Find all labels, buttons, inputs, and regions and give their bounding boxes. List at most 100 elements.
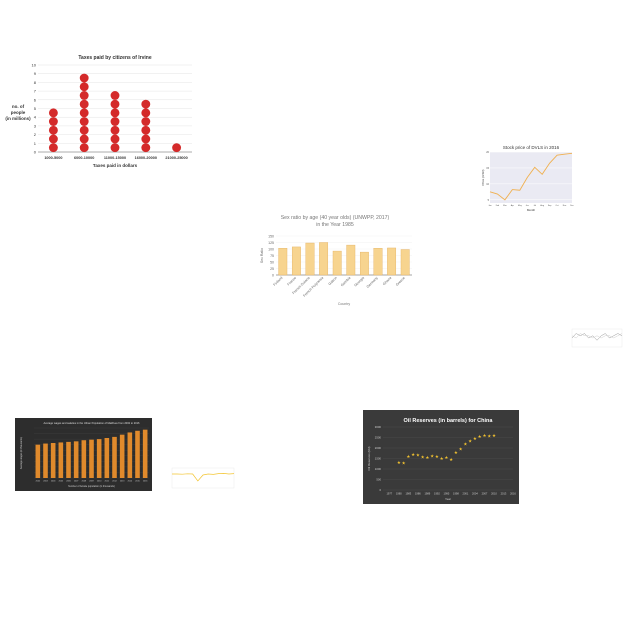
x-tick-label: 2010 bbox=[97, 481, 102, 483]
dot bbox=[79, 108, 89, 118]
x-tick-label: 1995 bbox=[444, 492, 450, 496]
dot bbox=[48, 108, 58, 118]
y-tick-label: 1000 bbox=[375, 467, 382, 471]
y-tick-label: 75 bbox=[270, 254, 274, 258]
x-tick-label: Jul bbox=[533, 205, 536, 207]
small-line-chart bbox=[171, 467, 235, 489]
bar bbox=[50, 443, 56, 478]
bar bbox=[305, 242, 315, 276]
y-tick-label: 3 bbox=[34, 123, 37, 128]
x-tick-label: Nov bbox=[563, 205, 567, 207]
plot-area bbox=[171, 467, 235, 489]
oil-chart: Oil Reserves (in barrels) for China 0 500 1… bbox=[363, 410, 519, 504]
data-point: ★ bbox=[425, 455, 429, 460]
data-point: ★ bbox=[397, 460, 401, 465]
series-line bbox=[489, 152, 573, 201]
bar bbox=[400, 249, 410, 276]
y-axis-label: Price (USD) bbox=[481, 169, 485, 185]
x-axis-label: Month bbox=[527, 208, 536, 212]
dot bbox=[141, 143, 151, 153]
bar bbox=[89, 439, 94, 478]
dot bbox=[110, 134, 120, 144]
chart-title: Taxes paid by citizens of Irvine bbox=[78, 55, 151, 61]
bar bbox=[332, 250, 342, 276]
y-tick-label: 500 bbox=[376, 478, 381, 482]
x-tick-label: Sep bbox=[548, 205, 552, 207]
bar bbox=[135, 430, 140, 478]
x-tick-label: 16000-20000 bbox=[135, 156, 157, 160]
y-tick-label: 100 bbox=[268, 247, 274, 251]
x-tick-label: 2006 bbox=[66, 481, 71, 483]
dot bbox=[48, 143, 58, 153]
x-tick-label: 2009 bbox=[89, 481, 94, 483]
data-point: ★ bbox=[421, 454, 425, 459]
bar bbox=[291, 246, 301, 276]
x-tick-label: Dec bbox=[570, 205, 574, 207]
x-tick-label: 2001 bbox=[463, 492, 469, 496]
dot bbox=[110, 108, 120, 118]
dot bbox=[110, 91, 120, 100]
stock-chart: Stock price of DVLS in 2016 5 10 15 20 Jan Feb… bbox=[481, 145, 574, 212]
bar bbox=[387, 247, 397, 276]
x-tick-label: 21000-25000 bbox=[165, 156, 187, 160]
x-axis-label: Year bbox=[445, 497, 451, 501]
x-tick-label: 1998 bbox=[453, 492, 459, 496]
x-tick-label: Gambia bbox=[340, 276, 352, 288]
x-tick-label: Gabon bbox=[328, 276, 338, 286]
data-point: ★ bbox=[463, 441, 467, 446]
x-tick-label: 2015 bbox=[135, 481, 140, 483]
dot bbox=[48, 134, 58, 144]
y-tick-label: 10 bbox=[486, 183, 489, 186]
x-tick-label: Georgia bbox=[353, 276, 365, 288]
y-tick-label: 150 bbox=[268, 234, 274, 238]
x-tick-label: 1989 bbox=[424, 492, 430, 496]
dot bbox=[110, 99, 120, 109]
x-tick-label: 2016 bbox=[510, 492, 516, 496]
dot bbox=[110, 117, 120, 126]
x-tick-label: Jan bbox=[488, 205, 491, 207]
x-tick-label: 1983 bbox=[405, 492, 411, 496]
y-axis-label: (in millions) bbox=[5, 116, 31, 121]
chart-title: Stock price of DVLS in 2016 bbox=[503, 145, 560, 150]
x-tick-label: 2007 bbox=[482, 492, 488, 496]
x-tick-label: Jun bbox=[526, 205, 529, 207]
x-tick-label: 2012 bbox=[112, 481, 117, 483]
y-axis-label: people bbox=[11, 110, 26, 115]
dot bbox=[141, 134, 151, 144]
x-tick-label: Apr bbox=[511, 204, 514, 207]
y-tick-label: 0 bbox=[379, 488, 381, 492]
x-tick-label: Ghana bbox=[382, 276, 392, 286]
x-tick-label: 2003 bbox=[43, 481, 48, 483]
y-tick-label: 1 bbox=[34, 141, 37, 146]
x-tick-label: 2011 bbox=[105, 481, 110, 483]
x-tick-label: 2010 bbox=[491, 492, 497, 496]
data-point: ★ bbox=[444, 455, 448, 460]
y-tick-label: 2 bbox=[34, 132, 37, 137]
tiny-line-chart bbox=[571, 328, 623, 348]
chart-background bbox=[363, 410, 519, 504]
dot bbox=[79, 73, 89, 83]
dot bbox=[141, 117, 151, 126]
bar bbox=[104, 438, 110, 478]
data-point: ★ bbox=[440, 456, 444, 461]
y-tick-label: 9 bbox=[34, 71, 37, 76]
series-line bbox=[571, 333, 623, 341]
y-tick-label: 5 bbox=[34, 106, 37, 111]
chart-title: Average wages and salaries in the Urban … bbox=[44, 421, 141, 425]
y-tick-label: 2000 bbox=[375, 446, 382, 450]
y-tick-label: 4 bbox=[34, 115, 37, 120]
bar bbox=[278, 248, 288, 276]
y-tick-label: 20 bbox=[486, 151, 489, 154]
plot-background bbox=[490, 152, 572, 203]
data-point: ★ bbox=[449, 457, 453, 462]
x-tick-label: 2016 bbox=[143, 481, 148, 483]
sex-ratio-chart: Sex ratio by age (40 year olds) (UNWPP, … bbox=[260, 215, 412, 306]
y-tick-label: 5 bbox=[488, 199, 490, 202]
series-line bbox=[172, 473, 235, 482]
data-point: ★ bbox=[492, 433, 496, 438]
x-tick-label: 2014 bbox=[128, 481, 133, 483]
x-tick-label: Greece bbox=[395, 276, 406, 287]
y-tick-label: 1500 bbox=[375, 457, 382, 461]
bar bbox=[142, 429, 148, 478]
bar bbox=[35, 444, 41, 478]
